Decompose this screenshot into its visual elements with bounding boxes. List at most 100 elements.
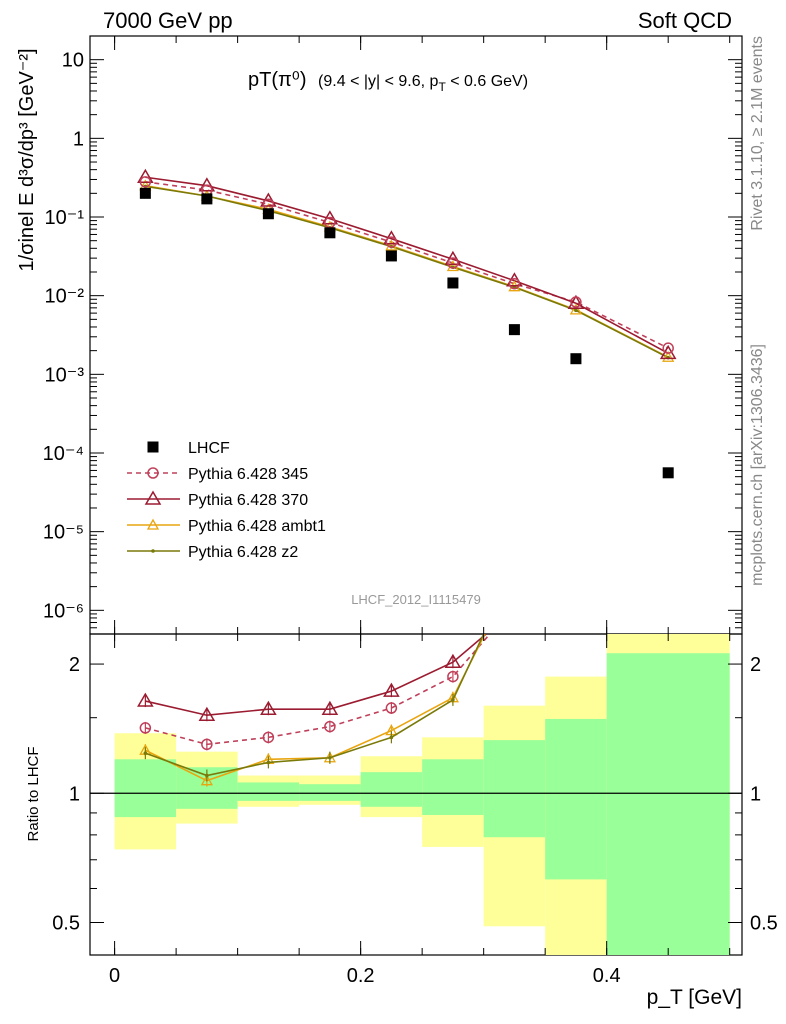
ratio-point [205, 773, 209, 778]
side-text-bottom: mcplots.cern.ch [arXiv:1306.3436] [749, 344, 766, 586]
ratio-y-tick-label: 0.5 [52, 912, 80, 934]
data-point [662, 467, 674, 479]
ratio-y-tick-label: 1 [69, 783, 80, 805]
mc-point [569, 303, 583, 315]
ratio-band-inner [360, 772, 423, 807]
mc-point [198, 177, 216, 192]
ratio-band-inner [545, 718, 607, 880]
x-tick-label: 0 [109, 965, 120, 987]
mc-point [574, 308, 578, 313]
ratio-series-line [145, 634, 487, 717]
mc-point [385, 239, 398, 251]
plot-title-sub: T [438, 80, 446, 94]
legend-marker [146, 518, 160, 530]
ratio-band-inner [299, 784, 361, 801]
plot-title: pT(π⁰) (9.4 < |y| < 9.6, pT < 0.6 GeV) [248, 69, 528, 94]
ratio-band-inner [606, 653, 730, 955]
ratio-point [451, 698, 455, 702]
mc-point [662, 342, 674, 354]
legend-label: LHCF [188, 440, 230, 457]
ratio-point [328, 755, 332, 760]
main-y-tick-label: 10⁻⁵ [43, 522, 84, 544]
ratio-series [137, 634, 491, 787]
main-series-line [145, 176, 669, 355]
mc-point [508, 277, 521, 290]
main-series-line [145, 184, 669, 358]
ratio-uncertainty-bands [90, 634, 742, 955]
ratio-band-inner [483, 740, 546, 838]
ratio-point [260, 700, 277, 715]
mc-point [444, 250, 462, 266]
ratio-band-inner [114, 759, 177, 818]
x-tick-label: 0.4 [593, 965, 621, 987]
mc-point [567, 294, 585, 310]
analysis-id: LHCF_2012_I1115479 [351, 592, 481, 607]
ratio-band-inner [237, 782, 300, 801]
ratio-point [262, 731, 275, 744]
ratio-point [137, 692, 154, 707]
legend-label: Pythia 6.428 345 [188, 466, 308, 483]
ratio-point [385, 702, 398, 714]
mc-point [570, 296, 582, 308]
ratio-series-line [145, 634, 491, 746]
data-point [324, 227, 336, 239]
mc-point [662, 350, 675, 362]
legend-marker [144, 490, 162, 505]
header-left: 7000 GeV pp [103, 8, 233, 33]
data-point [262, 208, 274, 220]
main-y-tick-label: 1 [73, 128, 84, 150]
legend-label: Pythia 6.428 370 [188, 492, 308, 509]
ratio-y-tick-label-right: 2 [750, 654, 761, 676]
ratio-point [444, 653, 462, 668]
main-y-tick-label: 10⁻³ [45, 364, 85, 386]
ratio-point [201, 738, 213, 751]
data-point [447, 277, 459, 289]
ratio-point [143, 751, 148, 755]
plot-title-detail: (9.4 < |y| < 9.6, p [318, 73, 438, 90]
plot-title-main: pT(π⁰) [248, 69, 306, 91]
data-point [385, 250, 397, 262]
mc-point [385, 236, 398, 248]
ratio-panel-frame [89, 633, 743, 956]
mc-point [321, 210, 339, 225]
ratio-y-tick-label: 2 [69, 654, 80, 676]
legend-label: Pythia 6.428 z2 [188, 544, 298, 561]
y-axis-label-ratio: Ratio to LHCF [25, 746, 42, 841]
legend-marker [147, 441, 159, 453]
ratio-y-tick-label-right: 0.5 [750, 912, 778, 934]
mc-point [137, 168, 154, 184]
x-axis-label: p_T [GeV] [647, 986, 742, 1009]
plot-title-tail: < 0.6 GeV) [446, 73, 528, 90]
ratio-point [266, 760, 271, 765]
data-point [201, 193, 213, 205]
main-series-line [145, 185, 669, 359]
ratio-series-clipped [137, 634, 491, 787]
main-series-line [145, 181, 669, 349]
y-axis-label-main: 1/σinel E d³σ/dp³ [GeV⁻²] [16, 48, 38, 271]
ratio-point [389, 735, 394, 740]
ratio-y-tick-label-right: 1 [750, 783, 761, 805]
axes-ticks: 10 1 10⁻¹ 10⁻² 10⁻³ 10⁻⁴ 10⁻⁵ 10⁻⁶ 0 0.2 0.4 2 2 1 1 0.… [43, 35, 778, 987]
mc-point [447, 257, 459, 269]
ratio-point [198, 706, 216, 721]
ratio-point [383, 682, 400, 697]
x-tick-label: 0.2 [347, 965, 375, 987]
ratio-point [321, 700, 339, 715]
side-text-top: Rivet 3.1.10, ≥ 2.1M events [749, 36, 766, 231]
legend-marker [151, 549, 155, 553]
data-point [508, 324, 520, 336]
header-right: Soft QCD [638, 8, 732, 33]
ratio-point [324, 720, 336, 733]
mc-point [446, 260, 460, 272]
legend-marker [147, 467, 159, 479]
mc-point [139, 176, 152, 188]
ratio-point [447, 670, 459, 683]
main-y-tick-label: 10⁻⁶ [43, 600, 84, 622]
data-point [570, 353, 582, 365]
main-y-tick-label: 10⁻¹ [45, 207, 85, 229]
ratio-point [200, 774, 213, 786]
main-y-tick-label: 10 [62, 50, 84, 72]
main-series [137, 168, 677, 479]
ratio-band-inner [422, 759, 484, 816]
